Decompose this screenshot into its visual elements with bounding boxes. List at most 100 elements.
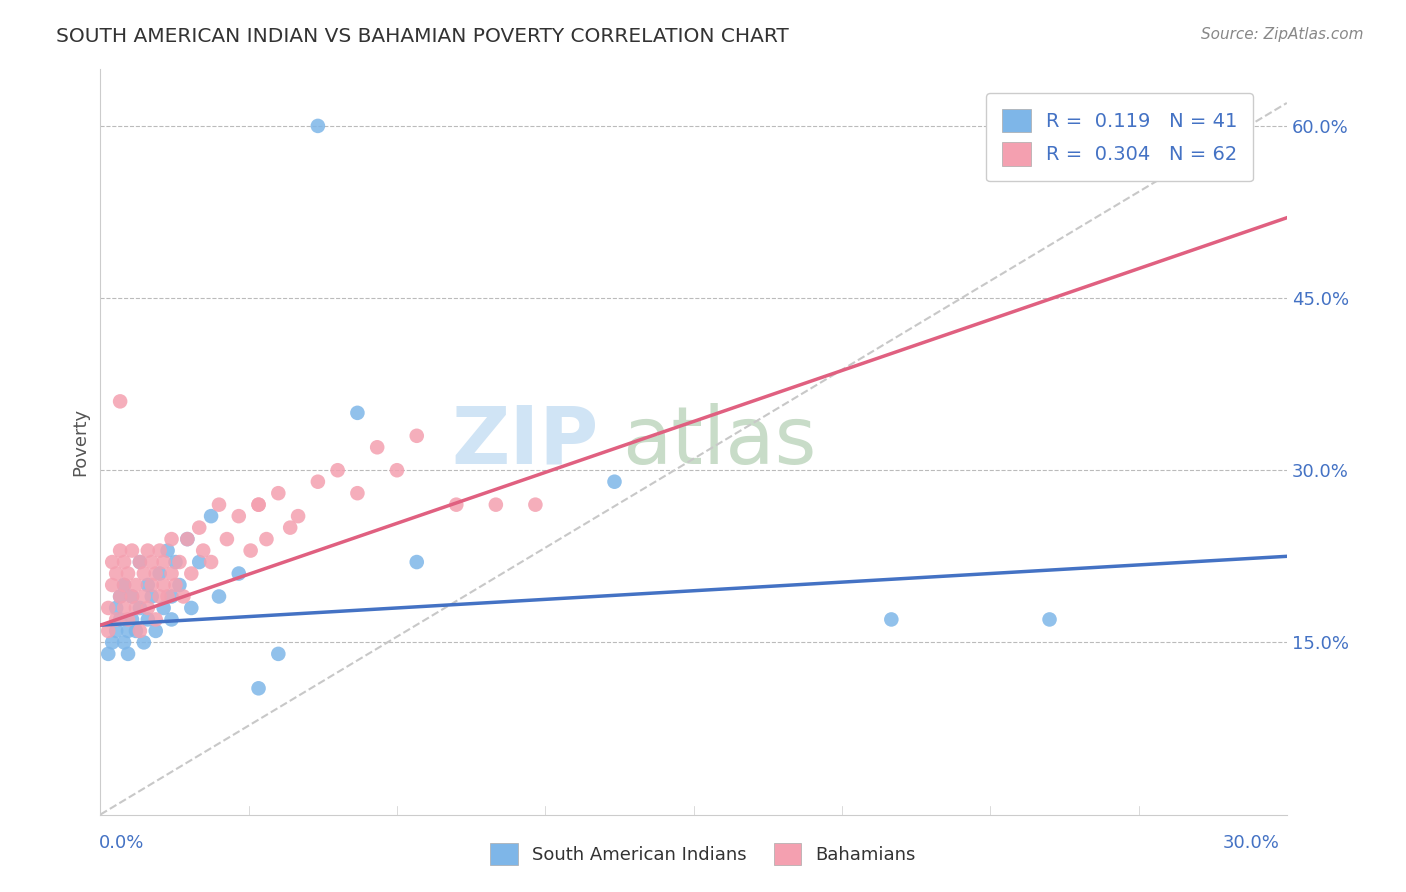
Point [193, 543, 215, 558]
Point [385, 463, 408, 477]
Point [346, 486, 368, 500]
Point [132, 590, 155, 604]
Point [180, 566, 202, 581]
Point [169, 555, 191, 569]
Point [125, 624, 148, 638]
Point [101, 555, 124, 569]
Point [105, 624, 128, 638]
Point [152, 578, 174, 592]
Point [307, 119, 329, 133]
Text: atlas: atlas [623, 402, 817, 481]
Point [165, 578, 187, 592]
Point [117, 566, 139, 581]
Point [121, 590, 143, 604]
Point [136, 612, 159, 626]
Point [180, 601, 202, 615]
Point [200, 509, 222, 524]
Point [108, 543, 131, 558]
Point [152, 555, 174, 569]
Point [136, 578, 159, 592]
Point [108, 590, 131, 604]
Point [156, 590, 179, 604]
Point [405, 429, 427, 443]
Point [121, 612, 143, 626]
Point [105, 612, 128, 626]
Text: SOUTH AMERICAN INDIAN VS BAHAMIAN POVERTY CORRELATION CHART: SOUTH AMERICAN INDIAN VS BAHAMIAN POVERT… [56, 27, 789, 45]
Point [108, 612, 131, 626]
Point [156, 543, 179, 558]
Point [1038, 612, 1060, 626]
Point [112, 555, 135, 569]
Point [141, 555, 163, 569]
Point [346, 406, 368, 420]
Point [112, 578, 135, 592]
Point [112, 635, 135, 649]
Point [160, 612, 183, 626]
Point [228, 509, 250, 524]
Point [160, 566, 183, 581]
Point [121, 590, 143, 604]
Y-axis label: Poverty: Poverty [72, 408, 89, 475]
Point [132, 635, 155, 649]
Point [149, 543, 172, 558]
Point [149, 566, 172, 581]
Point [101, 578, 124, 592]
Point [215, 532, 238, 546]
Point [176, 532, 198, 546]
Point [172, 590, 194, 604]
Point [152, 601, 174, 615]
Point [160, 590, 183, 604]
Point [97, 647, 120, 661]
Point [101, 635, 124, 649]
Point [256, 532, 278, 546]
Point [136, 601, 159, 615]
Text: Source: ZipAtlas.com: Source: ZipAtlas.com [1201, 27, 1364, 42]
Point [160, 532, 183, 546]
Point [108, 590, 131, 604]
Point [129, 624, 152, 638]
Point [405, 555, 427, 569]
Point [307, 475, 329, 489]
Point [278, 521, 301, 535]
Point [129, 601, 152, 615]
Point [105, 601, 128, 615]
Point [125, 601, 148, 615]
Point [603, 475, 626, 489]
Point [446, 498, 468, 512]
Point [524, 498, 547, 512]
Point [208, 498, 231, 512]
Point [247, 498, 270, 512]
Point [105, 566, 128, 581]
Point [97, 624, 120, 638]
Point [117, 624, 139, 638]
Point [287, 509, 309, 524]
Point [176, 532, 198, 546]
Point [326, 463, 349, 477]
Point [247, 498, 270, 512]
Point [141, 578, 163, 592]
Text: 30.0%: 30.0% [1223, 834, 1279, 852]
Point [267, 486, 290, 500]
Point [366, 440, 388, 454]
Point [169, 578, 191, 592]
Point [267, 647, 290, 661]
Point [208, 590, 231, 604]
Legend: R =  0.119   N = 41, R =  0.304   N = 62: R = 0.119 N = 41, R = 0.304 N = 62 [986, 93, 1253, 181]
Point [200, 555, 222, 569]
Point [188, 555, 211, 569]
Point [117, 612, 139, 626]
Point [228, 566, 250, 581]
Point [132, 566, 155, 581]
Point [165, 555, 187, 569]
Point [188, 521, 211, 535]
Point [136, 543, 159, 558]
Point [117, 647, 139, 661]
Point [129, 555, 152, 569]
Point [145, 624, 167, 638]
Point [129, 555, 152, 569]
Text: 0.0%: 0.0% [98, 834, 143, 852]
Point [239, 543, 262, 558]
Point [485, 498, 508, 512]
Point [125, 578, 148, 592]
Point [97, 601, 120, 615]
